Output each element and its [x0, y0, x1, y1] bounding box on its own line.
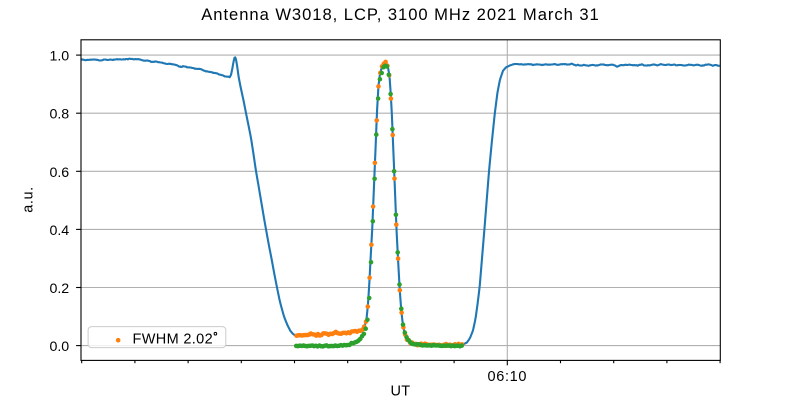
- svg-text:0.6: 0.6: [49, 165, 69, 181]
- svg-text:UT: UT: [390, 384, 410, 400]
- svg-text:a.u.: a.u.: [21, 186, 37, 213]
- svg-text:0.8: 0.8: [49, 107, 69, 123]
- svg-text:Antenna W3018, LCP, 3100 MHz 2: Antenna W3018, LCP, 3100 MHz 2021 March …: [201, 5, 599, 24]
- svg-text:FWHM 2.02: FWHM 2.02: [133, 332, 214, 348]
- svg-text:0.2: 0.2: [49, 281, 69, 297]
- svg-text:06:10: 06:10: [488, 369, 528, 385]
- svg-text:1.0: 1.0: [49, 49, 69, 65]
- svg-text:0.4: 0.4: [49, 223, 69, 239]
- svg-text:0.0: 0.0: [49, 339, 69, 355]
